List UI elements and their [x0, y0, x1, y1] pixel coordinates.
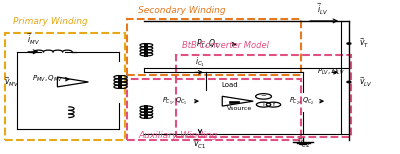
Text: BtB Converter Model: BtB Converter Model: [182, 41, 269, 50]
Text: $\vec{v}_{MV}$: $\vec{v}_{MV}$: [4, 75, 19, 89]
Text: $\vec{i}_{MV}$: $\vec{i}_{MV}$: [26, 32, 40, 47]
Text: f: f: [272, 102, 274, 107]
Text: $\vec{i}_{LV}$: $\vec{i}_{LV}$: [317, 2, 329, 17]
Text: $\vec{v}_T$: $\vec{v}_T$: [359, 37, 369, 50]
Circle shape: [347, 81, 351, 83]
Text: $P_{MV},Q_{MV}$: $P_{MV},Q_{MV}$: [32, 74, 62, 84]
Text: Secondary Winding: Secondary Winding: [138, 6, 226, 15]
Text: Load: Load: [222, 82, 238, 88]
Text: $\vec{v}_{C2}$: $\vec{v}_{C2}$: [297, 136, 310, 150]
Text: $P_{LV},Q_{LV}$: $P_{LV},Q_{LV}$: [317, 67, 345, 77]
Circle shape: [347, 43, 351, 44]
Text: $\vec{v}_{C1}$: $\vec{v}_{C1}$: [193, 138, 207, 151]
Text: $i_{C_1}$: $i_{C_1}$: [195, 55, 205, 69]
Text: Vsource: Vsource: [227, 105, 252, 111]
Text: ~: ~: [261, 93, 266, 99]
Text: Primary Winding: Primary Winding: [13, 17, 88, 26]
FancyBboxPatch shape: [229, 101, 238, 103]
Text: i: i: [263, 102, 264, 107]
Text: $P_T,Q_T$: $P_T,Q_T$: [196, 38, 220, 51]
Text: $P_{C_1},Q_{C_1}$: $P_{C_1},Q_{C_1}$: [162, 96, 187, 107]
Text: $\vec{v}_{LV}$: $\vec{v}_{LV}$: [359, 75, 372, 89]
Text: Auxiliary Winding: Auxiliary Winding: [138, 131, 218, 140]
Text: $P_{C_2},Q_{C_2}$: $P_{C_2},Q_{C_2}$: [289, 96, 314, 107]
